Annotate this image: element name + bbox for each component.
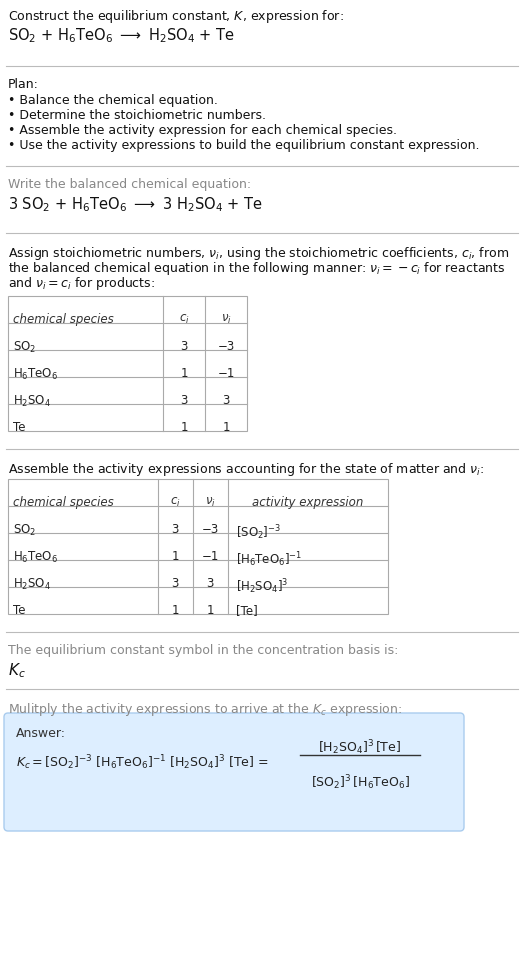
- Text: −1: −1: [201, 550, 219, 563]
- Text: SO$_2$ + H$_6$TeO$_6$ $\longrightarrow$ H$_2$SO$_4$ + Te: SO$_2$ + H$_6$TeO$_6$ $\longrightarrow$ …: [8, 26, 235, 45]
- Text: H$_2$SO$_4$: H$_2$SO$_4$: [13, 394, 51, 409]
- Text: 3: 3: [171, 577, 179, 590]
- Text: $\nu_i$: $\nu_i$: [221, 313, 232, 326]
- Text: Plan:: Plan:: [8, 78, 39, 91]
- Text: $\nu_i$: $\nu_i$: [204, 496, 215, 509]
- Text: chemical species: chemical species: [13, 496, 114, 509]
- Text: [Te]: [Te]: [236, 604, 258, 617]
- Text: 1: 1: [206, 604, 214, 617]
- Text: Mulitply the activity expressions to arrive at the $K_c$ expression:: Mulitply the activity expressions to arr…: [8, 701, 402, 718]
- Text: SO$_2$: SO$_2$: [13, 523, 36, 538]
- Text: 1: 1: [180, 421, 188, 434]
- Text: Te: Te: [13, 604, 26, 617]
- Text: H$_6$TeO$_6$: H$_6$TeO$_6$: [13, 367, 58, 382]
- Bar: [8, 479, 388, 614]
- Text: H$_6$TeO$_6$: H$_6$TeO$_6$: [13, 550, 58, 565]
- Text: The equilibrium constant symbol in the concentration basis is:: The equilibrium constant symbol in the c…: [8, 644, 398, 657]
- Text: and $\nu_i = c_i$ for products:: and $\nu_i = c_i$ for products:: [8, 275, 155, 292]
- Text: Te: Te: [13, 421, 26, 434]
- Text: chemical species: chemical species: [13, 313, 114, 326]
- Text: −1: −1: [217, 367, 235, 380]
- Text: 3: 3: [180, 394, 188, 407]
- Text: Write the balanced chemical equation:: Write the balanced chemical equation:: [8, 178, 251, 191]
- Bar: [8, 296, 247, 431]
- Text: −3: −3: [201, 523, 219, 536]
- Text: Assemble the activity expressions accounting for the state of matter and $\nu_i$: Assemble the activity expressions accoun…: [8, 461, 484, 478]
- Text: 1: 1: [222, 421, 230, 434]
- Text: $c_i$: $c_i$: [179, 313, 189, 326]
- FancyBboxPatch shape: [4, 713, 464, 831]
- Text: Assign stoichiometric numbers, $\nu_i$, using the stoichiometric coefficients, $: Assign stoichiometric numbers, $\nu_i$, …: [8, 245, 509, 262]
- Text: 3: 3: [222, 394, 230, 407]
- Text: $[\mathrm{SO_2}]^3\,[\mathrm{H_6TeO_6}]$: $[\mathrm{SO_2}]^3\,[\mathrm{H_6TeO_6}]$: [311, 773, 409, 792]
- Text: 1: 1: [180, 367, 188, 380]
- Text: $K_c$: $K_c$: [8, 661, 26, 680]
- Text: 3: 3: [171, 523, 179, 536]
- Text: 1: 1: [171, 604, 179, 617]
- Text: [H$_6$TeO$_6$]$^{-1}$: [H$_6$TeO$_6$]$^{-1}$: [236, 550, 302, 569]
- Text: • Determine the stoichiometric numbers.: • Determine the stoichiometric numbers.: [8, 109, 266, 122]
- Text: H$_2$SO$_4$: H$_2$SO$_4$: [13, 577, 51, 592]
- Text: [H$_2$SO$_4$]$^3$: [H$_2$SO$_4$]$^3$: [236, 577, 288, 596]
- Text: Answer:: Answer:: [16, 727, 66, 740]
- Text: • Use the activity expressions to build the equilibrium constant expression.: • Use the activity expressions to build …: [8, 139, 479, 152]
- Text: −3: −3: [217, 340, 235, 353]
- Text: Construct the equilibrium constant, $K$, expression for:: Construct the equilibrium constant, $K$,…: [8, 8, 344, 25]
- Text: SO$_2$: SO$_2$: [13, 340, 36, 355]
- Text: $[\mathrm{H_2SO_4}]^3\,[\mathrm{Te}]$: $[\mathrm{H_2SO_4}]^3\,[\mathrm{Te}]$: [319, 738, 401, 757]
- Text: activity expression: activity expression: [253, 496, 364, 509]
- Text: $c_i$: $c_i$: [170, 496, 180, 509]
- Text: $K_c = [\mathrm{SO_2}]^{-3}$ $[\mathrm{H_6TeO_6}]^{-1}$ $[\mathrm{H_2SO_4}]^3$ $: $K_c = [\mathrm{SO_2}]^{-3}$ $[\mathrm{H…: [16, 753, 270, 772]
- Text: 1: 1: [171, 550, 179, 563]
- Text: 3 SO$_2$ + H$_6$TeO$_6$ $\longrightarrow$ 3 H$_2$SO$_4$ + Te: 3 SO$_2$ + H$_6$TeO$_6$ $\longrightarrow…: [8, 195, 263, 214]
- Text: 3: 3: [180, 340, 188, 353]
- Text: [SO$_2$]$^{-3}$: [SO$_2$]$^{-3}$: [236, 523, 281, 542]
- Text: • Balance the chemical equation.: • Balance the chemical equation.: [8, 94, 218, 107]
- Text: the balanced chemical equation in the following manner: $\nu_i = -c_i$ for react: the balanced chemical equation in the fo…: [8, 260, 506, 277]
- Text: • Assemble the activity expression for each chemical species.: • Assemble the activity expression for e…: [8, 124, 397, 137]
- Text: 3: 3: [206, 577, 214, 590]
